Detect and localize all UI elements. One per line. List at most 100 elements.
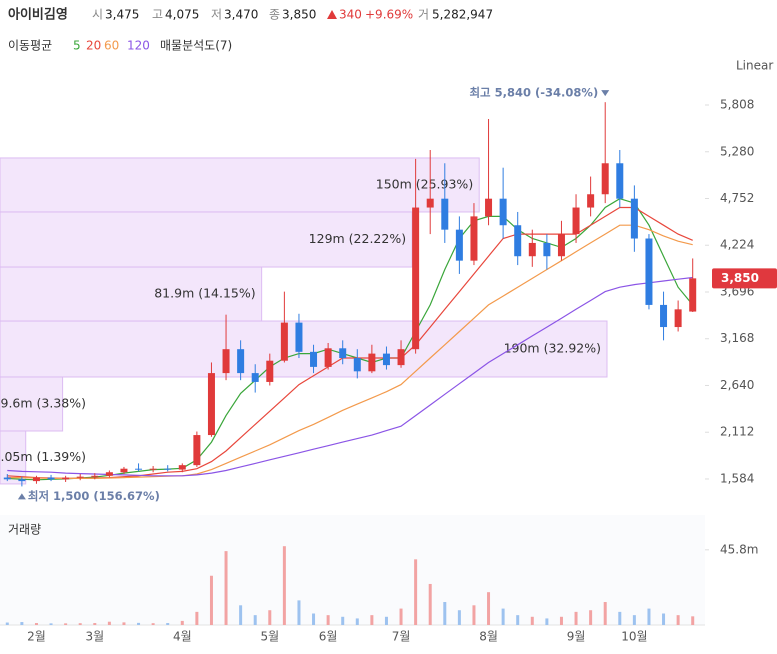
candle-body xyxy=(397,349,405,366)
x-tick-label: 10월 xyxy=(621,630,647,644)
candle-body xyxy=(674,309,682,328)
profile-label: 150m (25.93%) xyxy=(376,176,473,191)
open-label: 시 xyxy=(92,8,103,22)
volume-bar xyxy=(559,616,563,625)
volume-bar xyxy=(384,616,388,625)
candle-body xyxy=(557,234,565,257)
volume-bar xyxy=(414,559,418,625)
price-tag xyxy=(712,268,777,289)
candle-body xyxy=(149,468,157,470)
volume-bar xyxy=(589,610,593,625)
volume-bar xyxy=(5,622,9,625)
volume-bar xyxy=(472,605,476,625)
volume-bar xyxy=(49,623,53,625)
volume-bar xyxy=(516,615,520,625)
candle-body xyxy=(455,229,463,261)
candle-body xyxy=(528,242,536,257)
candle-layer xyxy=(3,102,697,487)
volume-bar xyxy=(618,611,622,625)
volume-label: 거 xyxy=(418,8,429,22)
volume-title: 거래량 xyxy=(8,523,41,537)
y-tick-label: 5,808 xyxy=(720,98,754,112)
volume-bar xyxy=(501,608,505,625)
candle-body xyxy=(32,477,40,482)
profile-label: 129m (22.22%) xyxy=(309,231,406,246)
candle-body xyxy=(135,468,143,470)
volume-bar xyxy=(443,602,447,625)
volume-bar xyxy=(647,608,651,625)
candle-body xyxy=(587,194,595,208)
profile-label: 8.05m (1.39%) xyxy=(0,449,86,464)
low-marker xyxy=(17,493,26,500)
volume-bar xyxy=(180,620,184,625)
low-annotation: 최저 1,500 (156.67%) xyxy=(28,489,160,503)
y-tick-label: 1,584 xyxy=(720,471,754,485)
candle-body xyxy=(324,348,332,367)
change-percent: +9.69% xyxy=(365,8,413,22)
volume-bar xyxy=(78,623,82,625)
candle-body xyxy=(412,207,420,350)
profile-label: 190m (32.92%) xyxy=(504,341,601,356)
x-tick-label: 8월 xyxy=(479,630,498,644)
candle-body xyxy=(207,373,215,436)
volume-bar xyxy=(370,615,374,625)
ma-legend: 5 20 60 120 xyxy=(73,39,150,53)
candle-body xyxy=(689,278,697,312)
profile-bar xyxy=(0,376,64,432)
candle-body xyxy=(572,207,580,235)
candle-body xyxy=(601,163,609,195)
x-tick-label: 2월 xyxy=(27,630,46,644)
volume-panel xyxy=(0,515,705,625)
volume-bar xyxy=(239,605,243,625)
candle-body xyxy=(660,304,668,328)
volume-bar xyxy=(632,615,636,625)
volume-bar xyxy=(545,618,549,625)
candle-body xyxy=(120,468,128,473)
profile-bar xyxy=(0,320,608,378)
volume-bar xyxy=(20,622,24,625)
volume-bar xyxy=(64,623,68,625)
high-label: 고 xyxy=(152,8,163,22)
volume-bar xyxy=(341,616,345,625)
candle-body xyxy=(76,476,84,478)
candle-body xyxy=(485,198,493,217)
legend-entry: 60 xyxy=(104,39,119,53)
volume-bar xyxy=(355,618,359,625)
volume-bar xyxy=(93,623,97,625)
candle-body xyxy=(222,349,230,374)
y-tick-label: 2,640 xyxy=(720,378,754,392)
candle-body xyxy=(237,349,245,374)
volume-bar xyxy=(691,616,695,625)
profile-bar xyxy=(0,157,480,213)
x-tick-label: 9월 xyxy=(567,630,586,644)
volume-bar xyxy=(107,621,111,625)
volume-bar xyxy=(122,622,126,625)
legend-entry: 120 xyxy=(127,39,150,53)
volume-bar xyxy=(428,583,432,625)
candle-body xyxy=(499,198,507,226)
candle-body xyxy=(426,198,434,208)
volume-bar xyxy=(603,602,607,625)
profile-layer: 8.05m (1.39%) 19.6m (3.38%) 190m (32.92%) 8… xyxy=(0,157,608,485)
candle-body xyxy=(91,475,99,477)
volume-bar xyxy=(282,546,286,625)
legend-entry: 20 xyxy=(86,39,101,53)
profile-bar xyxy=(0,211,413,268)
volume-bar xyxy=(326,615,330,625)
high-marker xyxy=(601,90,610,97)
candle-body xyxy=(310,351,318,367)
ma-line xyxy=(7,198,694,481)
candle-body xyxy=(382,353,390,366)
price-tag-label: 3,850 xyxy=(721,271,759,285)
candle-body xyxy=(353,358,361,372)
volume-bar xyxy=(662,613,666,625)
volume-bar xyxy=(195,611,199,625)
volume-bar xyxy=(253,615,257,625)
candle-body xyxy=(441,198,449,230)
close-value: 3,850 xyxy=(282,8,316,22)
volume-bar xyxy=(166,623,170,625)
volume-bar xyxy=(574,611,578,625)
y-tick-label: 4,752 xyxy=(720,191,754,205)
high-annotation: 최고 5,840 (-34.08%) xyxy=(469,86,598,100)
